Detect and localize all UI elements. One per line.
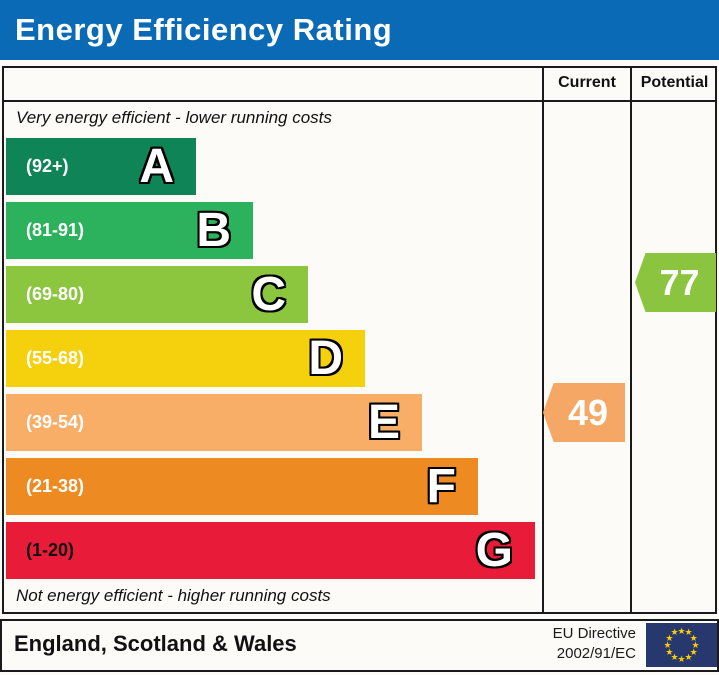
- band-e-range-label: (39-54): [26, 412, 85, 432]
- band-b-range-label: (81-91): [26, 220, 85, 240]
- eu-flag-icon: ★ ★ ★ ★ ★ ★ ★ ★ ★ ★ ★ ★: [646, 623, 717, 667]
- potential-column-header: Potential: [640, 74, 709, 91]
- footer-bar: [0, 619, 719, 672]
- band-g-letter: G: [475, 523, 513, 577]
- eu-directive-label: EU Directive 2002/91/EC: [470, 624, 636, 664]
- band-b: (81-91) B: [6, 202, 253, 259]
- eu-star-icon: ★: [689, 646, 698, 657]
- eu-star-icon: ★: [665, 646, 674, 657]
- eu-directive-line2: 2002/91/EC: [556, 645, 636, 662]
- band-f-letter: F: [426, 459, 456, 513]
- top-note: Very energy efficient - lower running co…: [16, 108, 332, 127]
- eu-star-icon: ★: [677, 625, 686, 636]
- eu-star-icon: ★: [670, 627, 679, 638]
- eu-star-icon: ★: [677, 653, 686, 664]
- band-e-letter: E: [367, 395, 400, 449]
- band-f-range-label: (21-38): [26, 476, 85, 496]
- potential-rating-value: 77: [659, 261, 700, 303]
- eu-star-icon: ★: [691, 639, 700, 650]
- title-bar: Energy Efficiency Rating: [0, 0, 719, 60]
- band-e: (39-54) E: [6, 394, 422, 451]
- potential-rating-arrow: 77: [635, 253, 716, 312]
- current-column-header: Current: [558, 74, 616, 91]
- band-a-letter: A: [139, 139, 174, 193]
- band-d: (55-68) D: [6, 330, 365, 387]
- band-c-range-label: (69-80): [26, 284, 85, 304]
- band-a-range-label: (92+): [26, 156, 69, 176]
- current-rating-value: 49: [567, 391, 609, 433]
- band-g-range-label: (1-20): [26, 540, 75, 560]
- band-f: (21-38) F: [6, 458, 478, 515]
- band-b-letter: B: [196, 203, 231, 257]
- eu-star-icon: ★: [689, 632, 698, 643]
- eu-star-icon: ★: [663, 639, 672, 650]
- bottom-note: Not energy efficient - higher running co…: [16, 586, 331, 605]
- eu-star-icon: ★: [684, 627, 693, 638]
- band-d-range-label: (55-68): [26, 348, 85, 368]
- band-c: (69-80) C: [6, 266, 308, 323]
- band-c-letter: C: [251, 267, 286, 321]
- eu-star-icon: ★: [670, 651, 679, 662]
- band-g: (1-20) G: [6, 522, 535, 579]
- potential-column-divider: [630, 66, 632, 614]
- page-title: Energy Efficiency Rating: [15, 12, 393, 47]
- eu-star-icon: ★: [684, 651, 693, 662]
- band-d-letter: D: [308, 331, 343, 385]
- eu-directive-line1: EU Directive: [552, 625, 636, 642]
- eu-star-icon: ★: [665, 632, 674, 643]
- band-a: (92+) A: [6, 138, 196, 195]
- header-row-divider: [2, 100, 717, 102]
- current-column-divider: [542, 66, 544, 614]
- region-label: England, Scotland & Wales: [14, 631, 297, 656]
- current-rating-arrow: 49: [543, 383, 625, 442]
